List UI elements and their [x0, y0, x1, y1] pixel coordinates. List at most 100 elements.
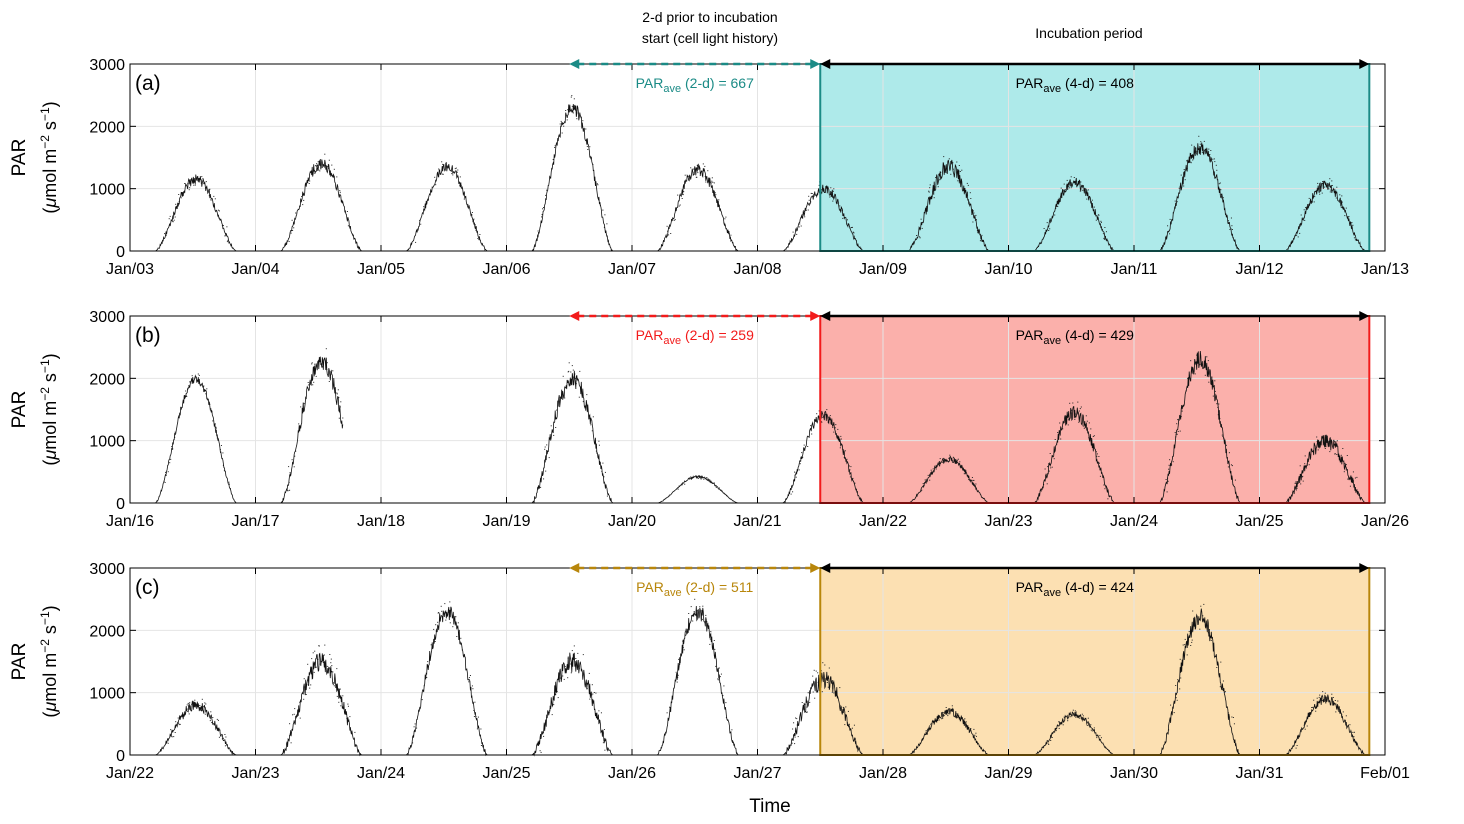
par-point	[474, 701, 476, 703]
par-point	[846, 458, 848, 460]
par-point	[592, 693, 594, 695]
par-point	[1046, 222, 1048, 224]
y-axis-label-line1: PAR	[9, 643, 30, 681]
par-point	[1336, 454, 1338, 455]
par-point	[1071, 409, 1073, 411]
par-point	[213, 195, 215, 197]
par-point	[174, 732, 176, 733]
par-point	[1062, 428, 1064, 430]
par-point	[948, 457, 950, 459]
par-point	[1179, 658, 1181, 660]
par-point	[224, 734, 226, 735]
par-point	[822, 416, 824, 418]
par-point	[1212, 158, 1214, 160]
par-point	[228, 481, 230, 483]
par-point	[826, 682, 828, 683]
par-point	[1177, 679, 1179, 681]
y-tick-label: 0	[116, 244, 125, 261]
par-point	[480, 745, 482, 746]
par-point	[340, 705, 342, 707]
par-point	[972, 479, 974, 481]
par-point	[540, 476, 542, 478]
par-point	[929, 184, 931, 186]
par-point	[212, 420, 214, 422]
par-point	[927, 474, 929, 476]
par-point	[287, 490, 289, 492]
par-point	[1177, 419, 1179, 421]
par-point	[549, 705, 551, 707]
par-point	[203, 385, 205, 387]
par-point	[1180, 174, 1182, 176]
par-point	[214, 423, 216, 425]
par-point	[820, 189, 822, 191]
par-point	[307, 382, 309, 383]
par-point	[179, 723, 181, 725]
par-point	[792, 231, 794, 233]
par-point	[1337, 700, 1339, 702]
par-point	[933, 193, 935, 195]
par-point	[811, 193, 813, 194]
y-axis-label-line2: (μmol m−2 s−1)	[38, 101, 60, 213]
par-point	[591, 430, 593, 432]
par-point	[975, 483, 977, 485]
par-point	[1085, 189, 1087, 191]
par-point	[182, 718, 184, 720]
par-point	[922, 483, 924, 484]
par-point	[1087, 717, 1089, 719]
par-point	[1093, 727, 1095, 729]
par-point	[1222, 197, 1224, 199]
par-point	[837, 428, 839, 430]
par-point	[683, 649, 685, 651]
par-point	[723, 685, 725, 687]
par-point	[1104, 488, 1106, 490]
par-point	[602, 742, 604, 744]
par-point	[1316, 697, 1318, 699]
par-point	[969, 192, 971, 194]
par-point	[563, 125, 565, 127]
x-tick-label: Jan/27	[733, 765, 781, 782]
par-point	[1313, 201, 1315, 203]
par-point	[1190, 645, 1192, 646]
par-point	[961, 466, 963, 468]
par-point	[831, 691, 833, 693]
par-point	[1168, 464, 1170, 466]
par-point	[1078, 421, 1080, 423]
par-point	[311, 363, 313, 365]
par-point	[1073, 177, 1075, 178]
par-point	[338, 397, 340, 399]
par-point	[1059, 422, 1061, 424]
par-point	[471, 212, 473, 213]
par-point	[562, 675, 564, 677]
par-point	[463, 198, 465, 200]
par-point	[949, 454, 951, 456]
par-point	[1176, 423, 1178, 425]
par-point	[1082, 715, 1084, 717]
par-point	[412, 742, 414, 744]
par-point	[850, 466, 852, 468]
par-point	[210, 409, 212, 411]
par-point	[606, 495, 608, 497]
par-point	[324, 644, 326, 646]
par-point	[575, 658, 577, 659]
par-point	[718, 199, 720, 201]
par-point	[186, 704, 188, 706]
par-point	[835, 424, 837, 426]
par-point	[704, 165, 706, 167]
history-annotation: PARave (2-d) = 511	[636, 579, 753, 599]
par-point	[731, 729, 733, 731]
par-point	[1303, 209, 1305, 211]
history-arrow-head-left	[569, 563, 580, 573]
par-point	[472, 221, 474, 223]
par-point	[717, 679, 719, 681]
par-point	[314, 172, 316, 174]
par-point	[559, 123, 561, 125]
par-point	[546, 444, 548, 446]
par-point	[824, 414, 826, 416]
par-point	[332, 671, 334, 673]
par-point	[325, 348, 327, 350]
par-point	[315, 666, 317, 668]
par-point	[1220, 661, 1222, 663]
par-point	[570, 672, 572, 674]
par-point	[1047, 742, 1049, 744]
